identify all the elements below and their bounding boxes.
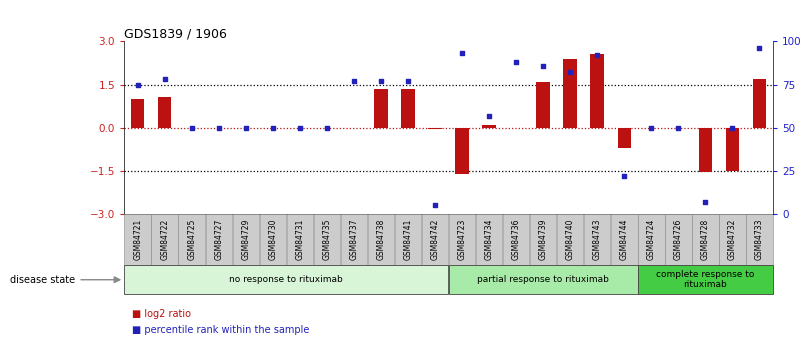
Bar — [124, 265, 449, 294]
Bar — [638, 265, 773, 294]
Text: GSM84731: GSM84731 — [296, 219, 304, 260]
Bar — [429, 128, 442, 129]
Bar — [158, 97, 171, 128]
Bar — [340, 214, 367, 265]
Bar — [753, 79, 767, 128]
Bar — [449, 265, 638, 294]
Bar — [557, 214, 583, 265]
Text: GSM84736: GSM84736 — [512, 219, 521, 260]
Point — [726, 125, 739, 130]
Bar — [563, 59, 577, 128]
Bar — [206, 214, 232, 265]
Point — [159, 77, 171, 82]
Bar — [455, 128, 469, 174]
Text: GSM84737: GSM84737 — [349, 219, 358, 260]
Bar — [374, 89, 388, 128]
Point — [672, 125, 685, 130]
Point — [239, 125, 252, 130]
Bar — [537, 82, 550, 128]
Point — [483, 113, 496, 118]
Text: disease state: disease state — [10, 275, 75, 285]
Bar — [151, 214, 178, 265]
Text: GSM84722: GSM84722 — [160, 219, 169, 260]
Bar — [314, 214, 340, 265]
Text: GSM84743: GSM84743 — [593, 219, 602, 260]
Point — [320, 125, 333, 130]
Bar — [698, 128, 712, 172]
Point — [185, 125, 198, 130]
Bar — [530, 214, 557, 265]
Text: GSM84729: GSM84729 — [241, 219, 250, 260]
Point — [401, 78, 414, 84]
Text: GSM84723: GSM84723 — [457, 219, 466, 260]
Bar — [719, 214, 746, 265]
Text: ■ percentile rank within the sample: ■ percentile rank within the sample — [132, 325, 309, 335]
Bar — [665, 214, 691, 265]
Bar — [131, 99, 144, 128]
Text: GSM84742: GSM84742 — [431, 219, 440, 260]
Point — [591, 52, 604, 58]
Bar — [232, 214, 259, 265]
Text: GSM84733: GSM84733 — [755, 219, 764, 260]
Point — [509, 59, 522, 65]
Text: GSM84730: GSM84730 — [268, 219, 277, 260]
Text: complete response to
rituximab: complete response to rituximab — [656, 270, 755, 289]
Text: GSM84726: GSM84726 — [674, 219, 682, 260]
Point — [564, 70, 577, 75]
Text: GSM84744: GSM84744 — [620, 219, 629, 260]
Text: GSM84725: GSM84725 — [187, 219, 196, 260]
Bar — [260, 214, 286, 265]
Text: GSM84739: GSM84739 — [539, 219, 548, 260]
Point — [429, 203, 441, 208]
Bar — [422, 214, 449, 265]
Bar — [638, 214, 665, 265]
Bar — [476, 214, 502, 265]
Point — [456, 51, 469, 56]
Bar — [590, 54, 604, 128]
Bar — [584, 214, 610, 265]
Bar — [401, 89, 415, 128]
Text: ■ log2 ratio: ■ log2 ratio — [132, 309, 191, 319]
Point — [537, 63, 549, 68]
Bar — [395, 214, 421, 265]
Point — [131, 82, 144, 87]
Text: GSM84728: GSM84728 — [701, 219, 710, 260]
Point — [375, 78, 388, 84]
Point — [699, 199, 712, 205]
Bar — [726, 128, 739, 171]
Bar — [482, 125, 496, 128]
Text: GSM84741: GSM84741 — [404, 219, 413, 260]
Text: GSM84724: GSM84724 — [647, 219, 656, 260]
Point — [267, 125, 280, 130]
Point — [753, 46, 766, 51]
Text: GSM84740: GSM84740 — [566, 219, 574, 260]
Text: GSM84735: GSM84735 — [323, 219, 332, 260]
Bar — [503, 214, 529, 265]
Bar — [692, 214, 718, 265]
Bar — [618, 128, 631, 148]
Bar — [179, 214, 205, 265]
Text: GSM84721: GSM84721 — [133, 219, 142, 260]
Point — [212, 125, 225, 130]
Point — [348, 78, 360, 84]
Text: GSM84727: GSM84727 — [215, 219, 223, 260]
Point — [618, 173, 630, 179]
Text: GSM84732: GSM84732 — [728, 219, 737, 260]
Bar — [124, 214, 151, 265]
Text: GSM84738: GSM84738 — [376, 219, 385, 260]
Bar — [611, 214, 638, 265]
Point — [645, 125, 658, 130]
Text: no response to rituximab: no response to rituximab — [229, 275, 344, 284]
Point — [293, 125, 306, 130]
Bar — [287, 214, 313, 265]
Bar — [449, 214, 475, 265]
Text: partial response to rituximab: partial response to rituximab — [477, 275, 609, 284]
Text: GSM84734: GSM84734 — [485, 219, 493, 260]
Bar — [368, 214, 394, 265]
Text: GDS1839 / 1906: GDS1839 / 1906 — [124, 27, 227, 40]
Bar — [747, 214, 773, 265]
